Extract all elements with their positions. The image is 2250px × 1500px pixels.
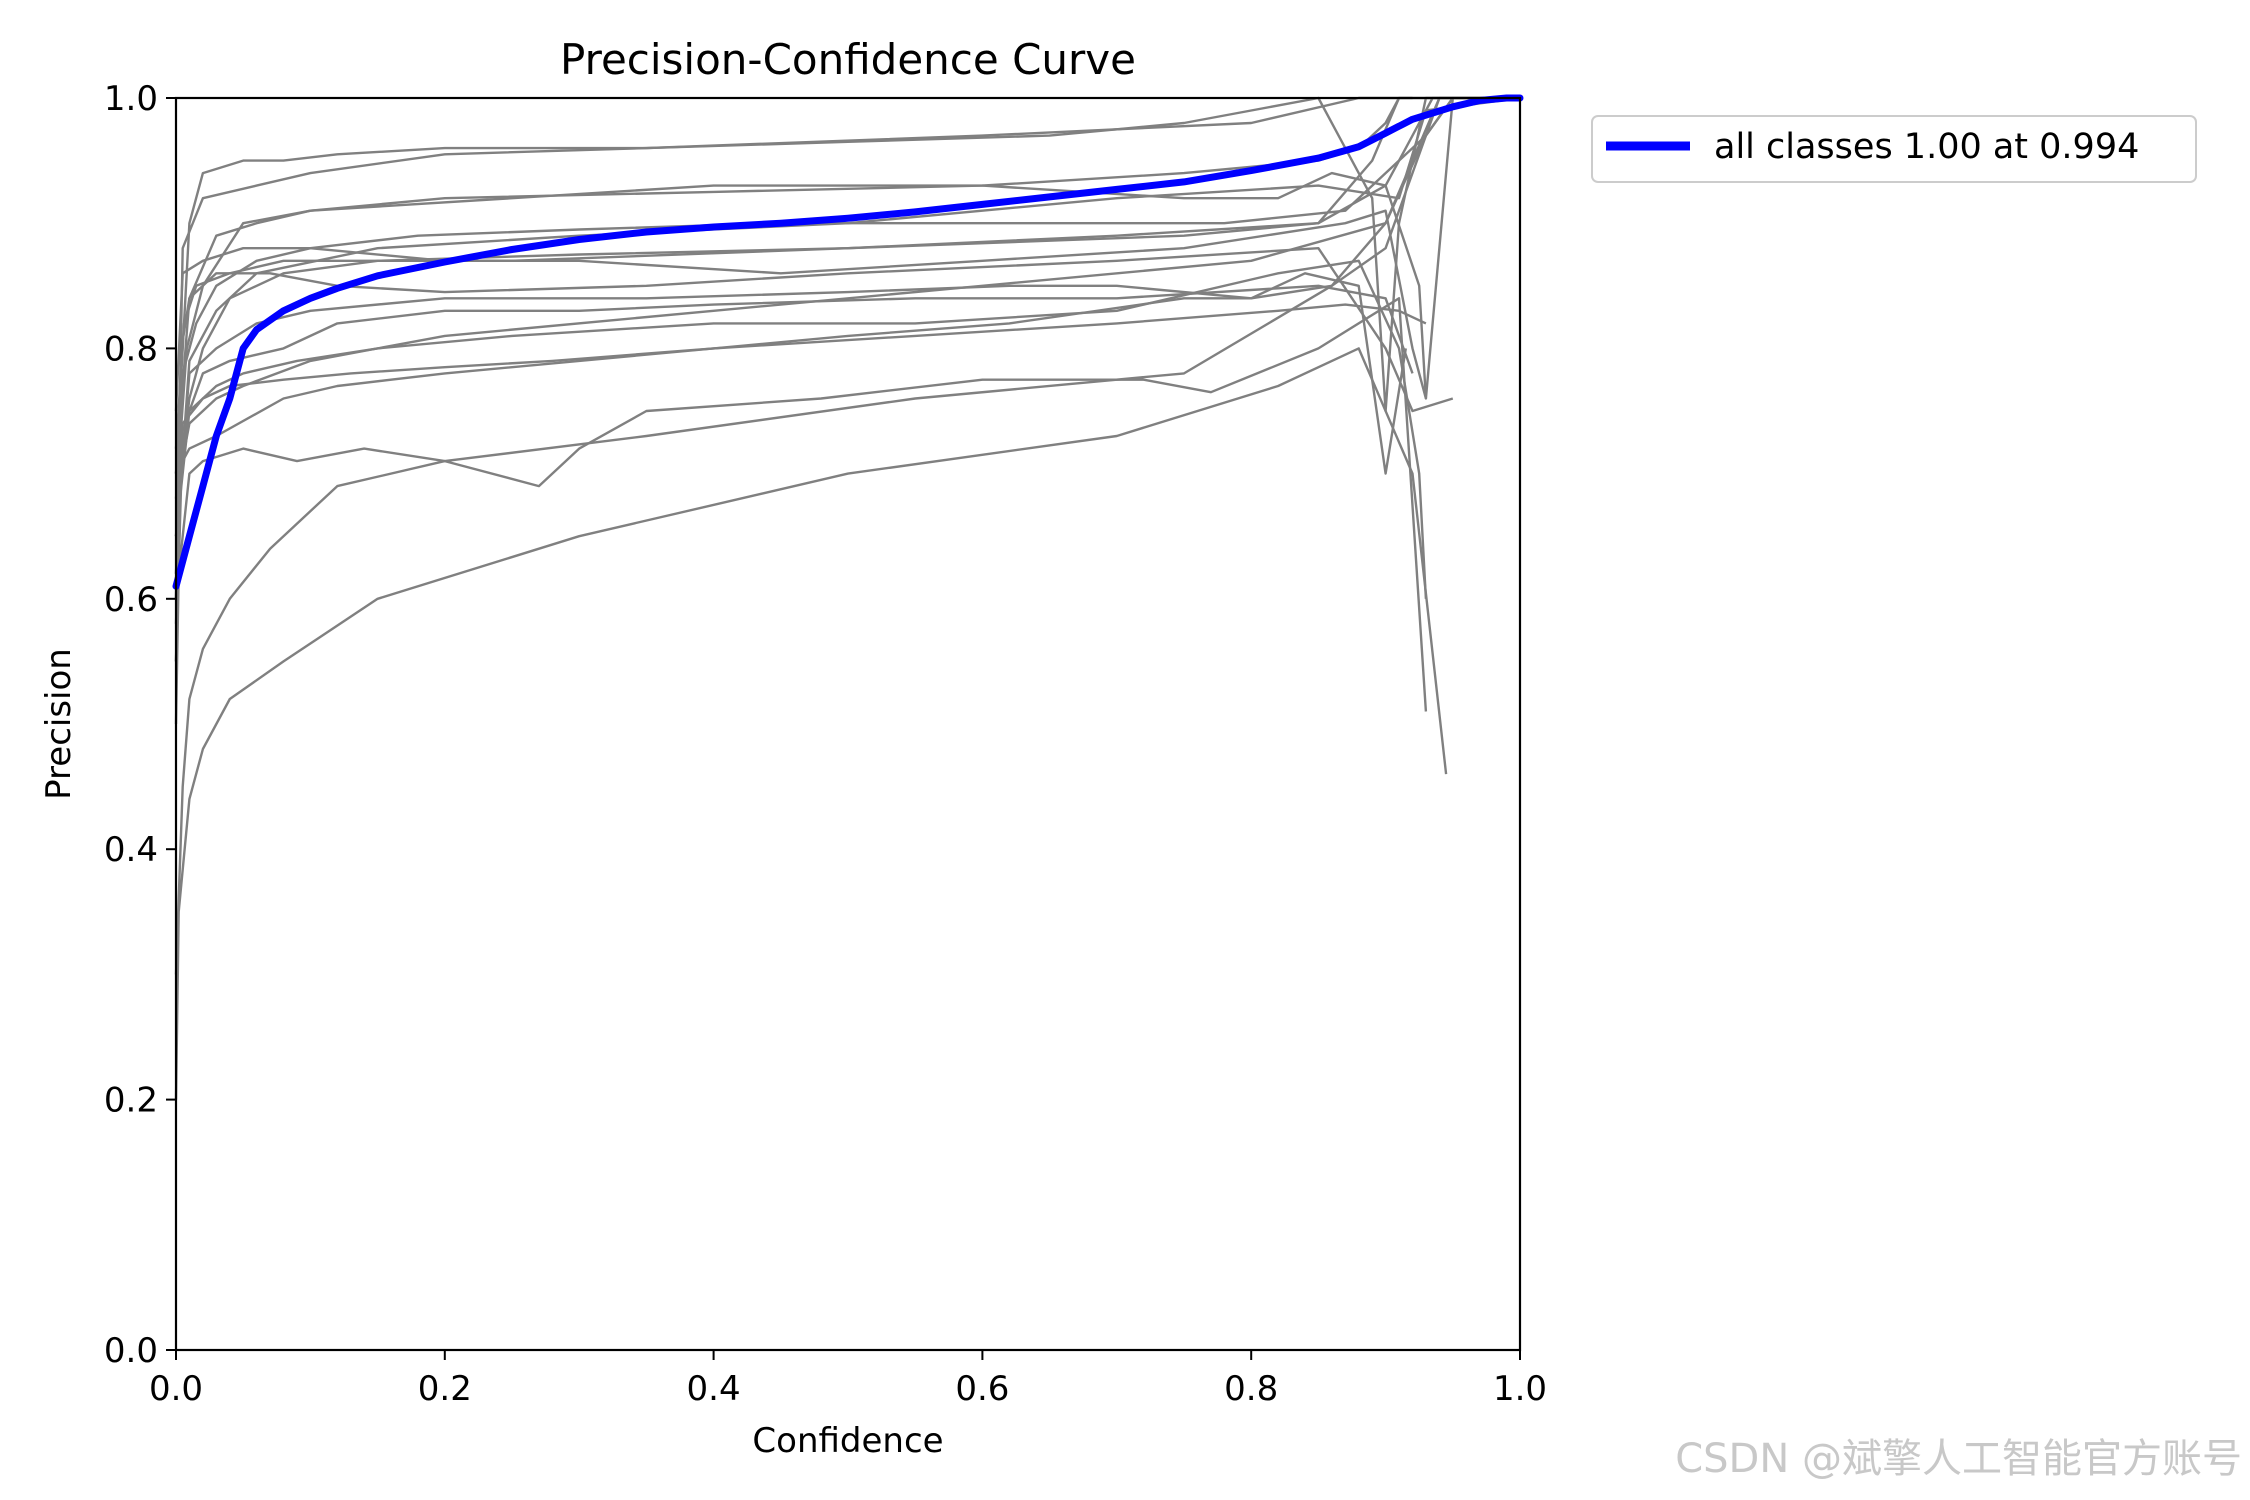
class-series-line-7 [174, 96, 1520, 537]
class-series-line-18 [174, 97, 1401, 662]
class-series-line-14 [174, 284, 1414, 725]
y-axis: 0.0 0.2 0.4 0.6 0.8 1.0 [104, 79, 176, 1371]
legend: all classes 1.00 at 0.994 [1591, 115, 2197, 183]
class-series-line-4 [174, 347, 1448, 1100]
class-series-line-17 [174, 303, 1427, 537]
y-tick-label: 0.4 [104, 830, 158, 870]
y-axis-label: Precision [39, 648, 79, 800]
class-series-line-1 [174, 96, 1520, 574]
x-tick-label: 0.8 [1224, 1369, 1278, 1409]
chart-title: Precision-Confidence Curve [560, 35, 1136, 84]
all-classes-line [172, 94, 1524, 590]
class-series-line-11 [174, 96, 1520, 449]
x-tick-label: 0.2 [418, 1369, 472, 1409]
class-series-group [174, 96, 1521, 1100]
y-tick-label: 0.6 [104, 580, 158, 620]
class-series-line-5 [174, 297, 1428, 712]
x-tick-label: 0.0 [149, 1369, 203, 1409]
y-tick-label: 0.8 [104, 329, 158, 369]
watermark: CSDN @斌擎人工智能官方账号 [1675, 1436, 2242, 1482]
class-series-line-2 [174, 96, 1521, 662]
y-tick-label: 1.0 [104, 79, 158, 119]
y-tick-label: 0.0 [104, 1331, 158, 1371]
class-series-line-13 [174, 246, 1454, 599]
x-axis: 0.0 0.2 0.4 0.6 0.8 1.0 [149, 1350, 1547, 1409]
x-axis-label: Confidence [752, 1421, 943, 1461]
legend-box [1591, 115, 2197, 183]
x-tick-label: 1.0 [1493, 1369, 1547, 1409]
legend-entry-all-classes: all classes 1.00 at 0.994 [1714, 127, 2139, 167]
main-series-group [172, 94, 1524, 590]
class-series-line-6 [174, 272, 1407, 475]
y-tick-label: 0.2 [104, 1081, 158, 1121]
class-series-line-10 [174, 96, 1520, 474]
plot-frame [174, 96, 1522, 1352]
x-tick-label: 0.4 [687, 1369, 741, 1409]
x-tick-label: 0.6 [955, 1369, 1009, 1409]
class-series-line-9 [174, 171, 1428, 499]
class-series-line-12 [174, 96, 1520, 599]
